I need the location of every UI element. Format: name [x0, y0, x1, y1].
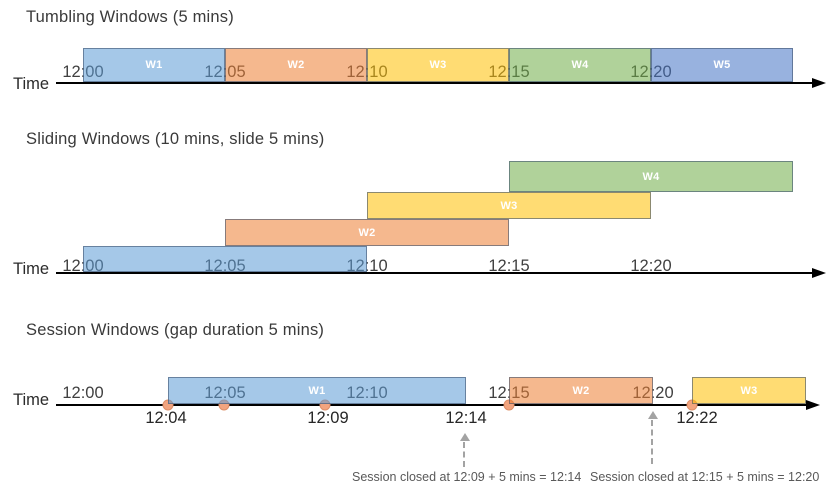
session-window-W2 — [509, 377, 653, 404]
sliding-title: Sliding Windows (10 mins, slide 5 mins) — [26, 130, 325, 148]
session-close-note: Session closed at 12:09 + 5 mins = 12:14 — [352, 470, 582, 484]
tumbling-window-W2 — [225, 48, 367, 82]
sliding-window-W2-label: W2 — [358, 226, 376, 239]
tumbling-window-W5 — [651, 48, 793, 82]
sliding-tick-label: 12:20 — [630, 257, 672, 275]
tumbling-window-W4-label: W4 — [571, 59, 589, 71]
sliding-time-axis-label: Time — [13, 260, 50, 278]
sliding-window-W3 — [367, 192, 651, 219]
session-event-time-label: 12:22 — [676, 409, 718, 427]
session-window-W3 — [692, 377, 806, 404]
sliding-timeline-arrowhead-icon — [812, 267, 826, 278]
tumbling-window-W5-label: W5 — [713, 59, 731, 71]
tumbling-window-W3 — [367, 48, 509, 82]
tumbling-window-W1-label: W1 — [145, 59, 163, 71]
tumbling-window-W3-label: W3 — [429, 59, 447, 71]
session-event-time-label: 12:09 — [307, 409, 349, 427]
tumbling-window-W2-label: W2 — [287, 59, 305, 71]
sliding-tick-label: 12:15 — [488, 257, 530, 275]
session-window-W2-label: W2 — [572, 384, 590, 397]
session-tick-label: 12:00 — [62, 384, 104, 402]
session-window-W1 — [168, 377, 466, 404]
sliding-window-W2 — [225, 219, 509, 246]
tumbling-title: Tumbling Windows (5 mins) — [26, 8, 234, 26]
session-close-arrowhead-icon — [460, 433, 470, 441]
session-close-arrowhead-icon — [648, 411, 658, 419]
session-event-time-label: 12:04 — [145, 409, 187, 427]
session-timeline-arrowhead-icon — [806, 399, 820, 410]
tumbling-window-W4 — [509, 48, 651, 82]
tumbling-timeline — [56, 82, 812, 85]
tumbling-timeline-arrowhead-icon — [812, 77, 826, 88]
sliding-timeline — [56, 272, 812, 275]
session-window-W1-label: W1 — [308, 384, 326, 397]
sliding-window-W1 — [83, 246, 367, 272]
sliding-window-W4-label: W4 — [642, 170, 660, 183]
sliding-window-W4 — [509, 161, 793, 192]
sliding-window-W3-label: W3 — [500, 199, 518, 212]
session-event-time-label: 12:14 — [445, 409, 487, 427]
session-close-arrow-shaft — [463, 442, 465, 467]
session-timeline — [56, 404, 806, 407]
session-window-W3-label: W3 — [740, 384, 758, 397]
session-close-note: Session closed at 12:15 + 5 mins = 12:20 — [590, 470, 820, 484]
tumbling-window-W1 — [83, 48, 225, 82]
tumbling-time-axis-label: Time — [13, 75, 50, 93]
session-close-arrow-shaft — [651, 420, 653, 464]
session-time-axis-label: Time — [13, 391, 50, 409]
session-title: Session Windows (gap duration 5 mins) — [26, 321, 325, 339]
